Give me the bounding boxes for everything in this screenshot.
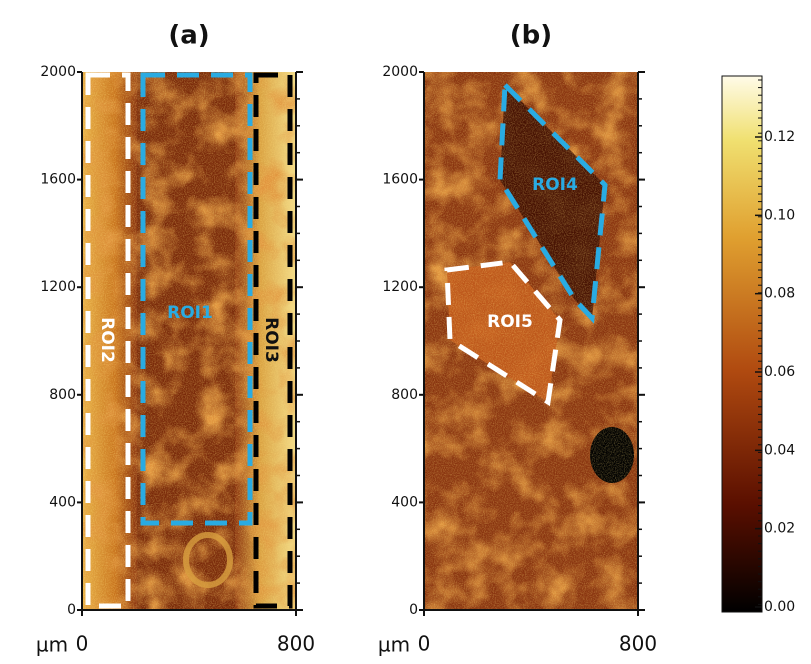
colorbar-tick-label: 0.04 (764, 442, 795, 458)
x-tick-label: 800 (619, 632, 657, 656)
colorbar-tick-label: 0.08 (764, 286, 795, 302)
panel-title: (a) (168, 21, 209, 51)
map-a (82, 72, 296, 610)
roi-label: ROI5 (487, 312, 533, 332)
colorbar-tick-label: 0.02 (764, 521, 795, 537)
colorbar-tick-label: 0.10 (764, 207, 795, 223)
roi-shapes (85, 72, 608, 609)
y-tick-label: 1200 (40, 279, 76, 295)
y-tick-label: 400 (391, 494, 418, 510)
x-unit: µm (36, 633, 68, 657)
colorbar-tick-label: 0.00 (764, 599, 795, 615)
x-tick-label: 800 (277, 632, 315, 656)
panel-title: (b) (510, 21, 552, 51)
x-tick-label: 0 (418, 632, 431, 656)
colorbar-tick-label: 0.06 (764, 364, 795, 380)
y-tick-label: 0 (409, 602, 418, 618)
colorbar-tick-label: 0.12 (764, 129, 795, 145)
map-b (424, 72, 638, 610)
colorbar (721, 75, 763, 613)
y-tick-label: 2000 (40, 64, 76, 80)
x-tick-label: 0 (76, 632, 89, 656)
roi-label: ROI4 (532, 175, 578, 195)
y-tick-label: 1600 (40, 172, 76, 188)
roi-label: ROI1 (167, 303, 213, 323)
y-tick-label: 1200 (382, 279, 418, 295)
y-tick-label: 400 (49, 494, 76, 510)
y-tick-label: 0 (67, 602, 76, 618)
y-tick-label: 800 (391, 387, 418, 403)
y-tick-label: 1600 (382, 172, 418, 188)
y-tick-label: 2000 (382, 64, 418, 80)
y-tick-label: 800 (49, 387, 76, 403)
roi-label: ROI2 (97, 317, 117, 363)
x-unit: µm (378, 633, 410, 657)
roi-label: ROI3 (261, 317, 281, 363)
